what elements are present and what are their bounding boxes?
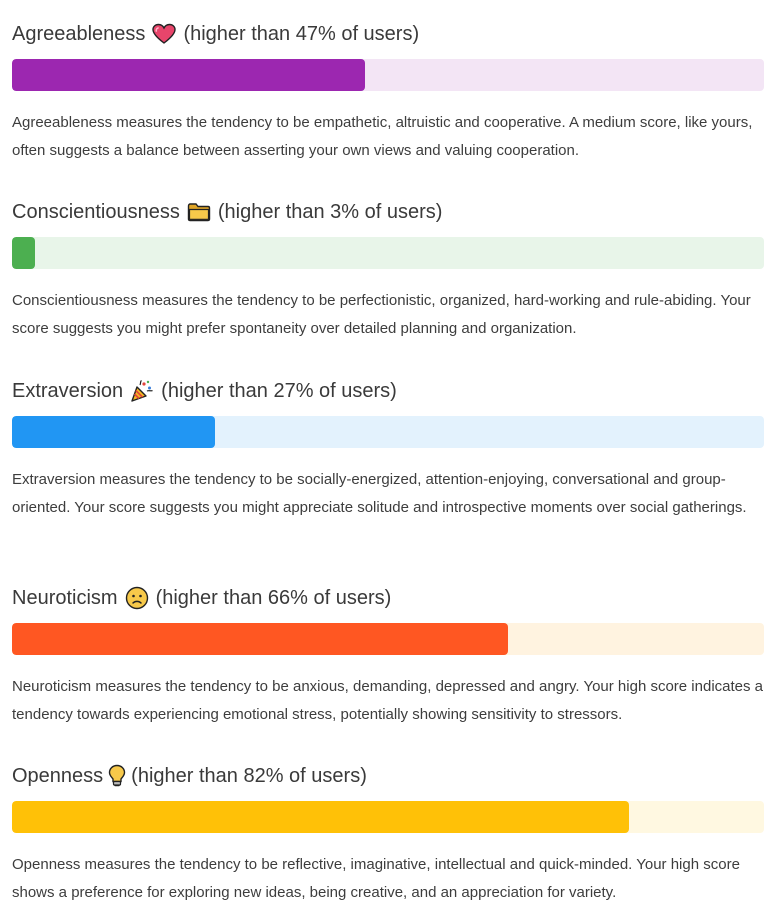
trait-neuroticism: Neuroticism (higher than 66% of users) N… (12, 583, 764, 744)
trait-name: Openness (12, 764, 104, 787)
worried-face-icon (124, 586, 150, 610)
trait-extraversion: Extraversion (higher than 27% of users) … (12, 376, 764, 537)
trait-percentile: (higher than 66% of users) (155, 586, 392, 609)
trait-description: Agreeableness measures the tendency to b… (12, 114, 753, 159)
trait-percentile: (higher than 3% of users) (217, 200, 443, 223)
trait-name: Conscientiousness (12, 200, 180, 223)
trait-name: Neuroticism (12, 586, 118, 609)
trait-heading: Openness (higher than 82% of users) (12, 761, 764, 791)
trait-percentile: (higher than 27% of users) (161, 379, 397, 402)
trait-heading: Conscientiousness (higher than 3% of use… (12, 197, 764, 227)
trait-bar-track (12, 416, 764, 448)
folder-icon (186, 200, 212, 224)
trait-bar-fill (12, 801, 629, 833)
trait-description: Openness measures the tendency to be ref… (12, 856, 740, 901)
lightbulb-icon (107, 764, 127, 788)
trait-bar-track (12, 623, 764, 655)
party-popper-icon (129, 379, 155, 403)
trait-bar-fill (12, 623, 509, 655)
trait-name: Extraversion (12, 379, 124, 402)
trait-conscientiousness: Conscientiousness (higher than 3% of use… (12, 197, 764, 358)
trait-percentile: (higher than 82% of users) (131, 764, 367, 787)
trait-name: Agreeableness (12, 22, 146, 45)
heart-icon (151, 22, 177, 46)
trait-heading: Agreeableness (higher than 47% of users) (12, 19, 764, 49)
trait-bar-track (12, 801, 764, 833)
trait-description: Extraversion measures the tendency to be… (12, 471, 747, 516)
trait-bar-fill (12, 59, 365, 91)
trait-description: Neuroticism measures the tendency to be … (12, 678, 764, 723)
trait-heading: Neuroticism (higher than 66% of users) (12, 583, 764, 613)
trait-bar-track (12, 59, 764, 91)
trait-openness: Openness (higher than 82% of users) Open… (12, 761, 764, 922)
trait-description: Conscientiousness measures the tendency … (12, 292, 751, 337)
trait-bar-fill (12, 237, 36, 269)
trait-percentile: (higher than 47% of users) (183, 22, 420, 45)
trait-bar-fill (12, 416, 216, 448)
trait-heading: Extraversion (higher than 27% of users) (12, 376, 764, 406)
trait-agreeableness: Agreeableness (higher than 47% of users)… (12, 19, 764, 180)
trait-bar-track (12, 237, 764, 269)
